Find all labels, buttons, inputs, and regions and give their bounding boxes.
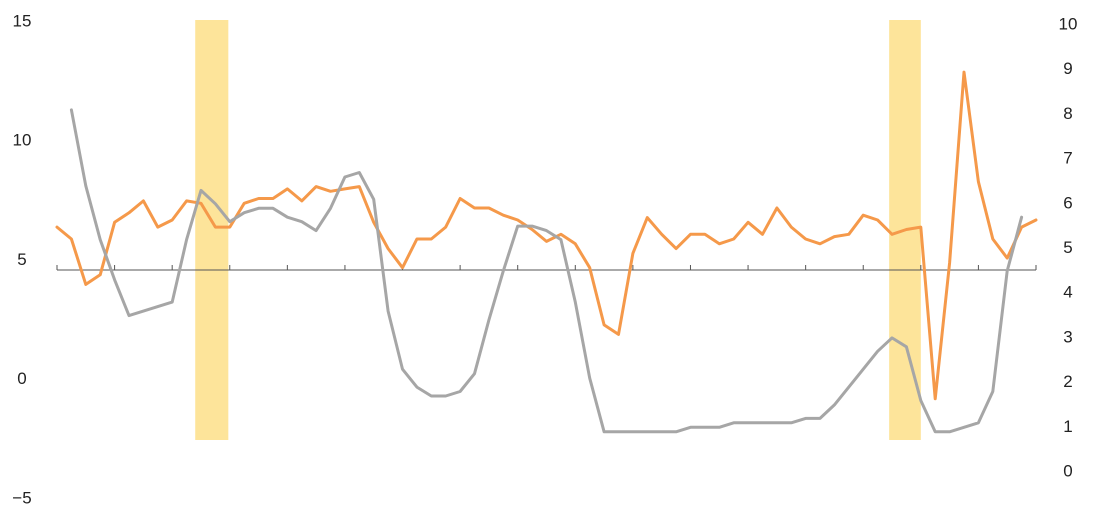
- y-tick-label: 0: [17, 369, 26, 388]
- y-tick-label: 15: [13, 11, 32, 30]
- y2-tick-label: 4: [1063, 283, 1072, 302]
- y2-tick-label: 9: [1063, 59, 1072, 78]
- y2-tick-label: 7: [1063, 149, 1072, 168]
- y-tick-label: −5: [12, 488, 31, 507]
- series-line: [55, 70, 1038, 401]
- y2-tick-label: 3: [1063, 327, 1072, 346]
- y2-tick-label: 10: [1059, 14, 1078, 33]
- shaded-span: [195, 20, 229, 440]
- y-tick-label: 5: [17, 250, 26, 269]
- y2-tick-label: 5: [1063, 238, 1072, 257]
- y-tick-label: 10: [13, 131, 32, 150]
- y2-tick-label: 0: [1063, 461, 1072, 480]
- series-line: [69, 108, 1024, 434]
- y2-tick-label: 8: [1063, 104, 1072, 123]
- y2-tick-label: 6: [1063, 193, 1072, 212]
- y2-tick-label: 1: [1063, 417, 1072, 436]
- y2-tick-label: 2: [1063, 372, 1072, 391]
